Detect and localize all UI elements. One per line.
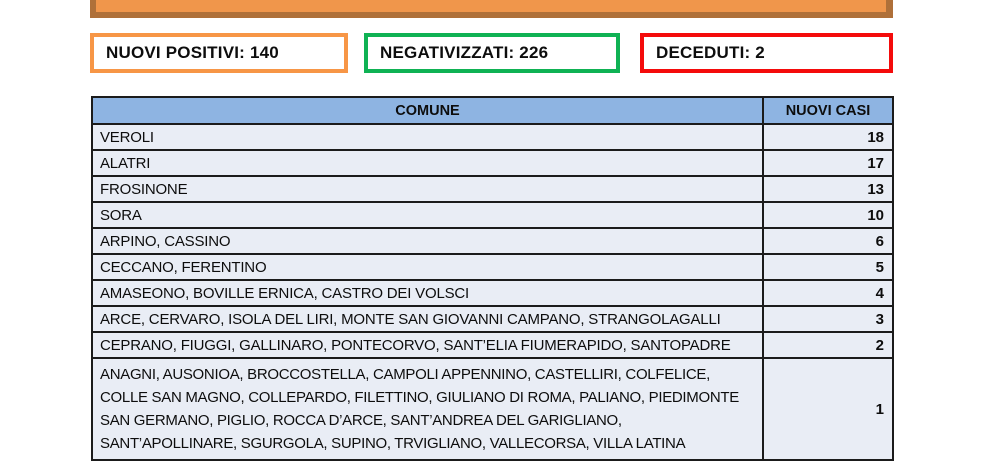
table-row: ARCE, CERVARO, ISOLA DEL LIRI, MONTE SAN…: [91, 305, 894, 333]
comune-cell: ARPINO, CASSINO: [91, 227, 764, 255]
stat-label-nuovi-positivi: NUOVI POSITIVI: 140: [106, 43, 279, 62]
value-cell: 2: [762, 331, 894, 359]
value-cell: 1: [762, 357, 894, 461]
value-cell: 17: [762, 149, 894, 177]
value-cell: 18: [762, 123, 894, 151]
stat-box-nuovi-positivi: NUOVI POSITIVI: 140: [90, 33, 348, 73]
comune-cell: ARCE, CERVARO, ISOLA DEL LIRI, MONTE SAN…: [91, 305, 764, 333]
stat-box-deceduti: DECEDUTI: 2: [640, 33, 893, 73]
table-row: ANAGNI, AUSONIOA, BROCCOSTELLA, CAMPOLI …: [91, 357, 894, 461]
comune-cell: AMASEONO, BOVILLE ERNICA, CASTRO DEI VOL…: [91, 279, 764, 307]
table-header-row: COMUNE NUOVI CASI: [91, 96, 894, 125]
table-row: VEROLI 18: [91, 123, 894, 151]
table-row: AMASEONO, BOVILLE ERNICA, CASTRO DEI VOL…: [91, 279, 894, 307]
stat-label-deceduti: DECEDUTI: 2: [656, 43, 765, 62]
top-banner: [90, 0, 893, 18]
table-row: CEPRANO, FIUGGI, GALLINARO, PONTECORVO, …: [91, 331, 894, 359]
comune-cell: SORA: [91, 201, 764, 229]
comuni-table: COMUNE NUOVI CASI VEROLI 18 ALATRI 17 FR…: [91, 96, 894, 461]
comune-cell: ANAGNI, AUSONIOA, BROCCOSTELLA, CAMPOLI …: [91, 357, 764, 461]
value-cell: 4: [762, 279, 894, 307]
table-row: SORA 10: [91, 201, 894, 229]
value-cell: 13: [762, 175, 894, 203]
table-row: ALATRI 17: [91, 149, 894, 177]
header-cell-nuovi-casi: NUOVI CASI: [762, 96, 894, 125]
comune-cell: CECCANO, FERENTINO: [91, 253, 764, 281]
stat-box-negativizzati: NEGATIVIZZATI: 226: [364, 33, 620, 73]
comune-cell: CEPRANO, FIUGGI, GALLINARO, PONTECORVO, …: [91, 331, 764, 359]
comune-cell: ALATRI: [91, 149, 764, 177]
stat-label-negativizzati: NEGATIVIZZATI: 226: [380, 43, 549, 62]
table-row: CECCANO, FERENTINO 5: [91, 253, 894, 281]
value-cell: 6: [762, 227, 894, 255]
comune-cell: FROSINONE: [91, 175, 764, 203]
comune-cell: VEROLI: [91, 123, 764, 151]
table-row: ARPINO, CASSINO 6: [91, 227, 894, 255]
table-row: FROSINONE 13: [91, 175, 894, 203]
value-cell: 3: [762, 305, 894, 333]
value-cell: 10: [762, 201, 894, 229]
value-cell: 5: [762, 253, 894, 281]
header-cell-comune: COMUNE: [91, 96, 764, 125]
